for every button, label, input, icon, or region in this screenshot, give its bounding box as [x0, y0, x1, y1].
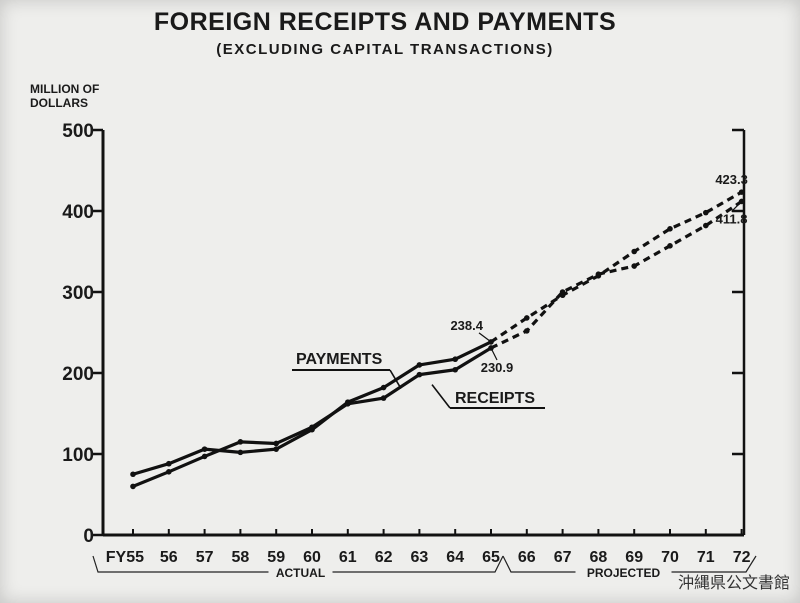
x-tick-label: 69 — [625, 549, 643, 566]
data-label-leader — [478, 332, 492, 343]
data-label: 423.3 — [715, 172, 748, 187]
x-tick-label: 68 — [590, 549, 608, 566]
payments-point — [703, 209, 709, 216]
y-ticks: 0 100 200 300 400 500 — [62, 121, 744, 547]
y-axis-label-line-1: MILLION OF — [30, 82, 99, 96]
y-tick-label: 400 — [62, 202, 94, 223]
x-tick-label: 72 — [733, 549, 751, 566]
payments-leader — [389, 369, 402, 389]
receipts-point — [667, 243, 673, 249]
x-tick-label: 59 — [267, 549, 285, 566]
y-tick-label: 0 — [83, 526, 94, 547]
data-label-leader — [490, 347, 498, 361]
y-tick-label: 300 — [62, 283, 94, 304]
receipts-point — [380, 395, 387, 401]
x-ticks: FY55 56 57 58 59 60 61 62 63 64 65 66 67 68 69 70 71 72 — [106, 529, 751, 566]
receipts-point — [130, 483, 136, 490]
series-labels: PAYMENTS RECEIPTS — [292, 351, 545, 409]
receipts-point — [703, 222, 709, 229]
x-tick-label: 71 — [697, 549, 715, 566]
payments-point — [738, 189, 745, 195]
x-tick-label: 60 — [303, 549, 321, 566]
x-tick-label: 70 — [661, 549, 679, 566]
chart-title: FOREIGN RECEIPTS AND PAYMENTS — [154, 8, 616, 36]
receipts-line-actual — [132, 346, 492, 488]
archive-watermark: 沖縄県公文書館 — [678, 573, 790, 592]
payments-point — [416, 362, 423, 368]
payments-point — [273, 446, 280, 452]
y-tick-label: 500 — [62, 121, 94, 142]
payments-point — [380, 384, 387, 391]
data-label-leader — [731, 201, 743, 212]
projected-label: PROJECTED — [587, 566, 661, 580]
data-labels: 238.4 230.9 423.3 411.8 — [450, 172, 747, 375]
receipts-series-label: RECEIPTS — [455, 390, 535, 407]
payments-line-projected — [490, 190, 743, 344]
x-tick-label: 58 — [232, 549, 250, 566]
receipts-point — [416, 371, 423, 378]
data-label: 238.4 — [450, 318, 483, 333]
payments-series-label: PAYMENTS — [296, 351, 383, 368]
receipts-point — [345, 400, 351, 407]
y-axis-label-line-2: DOLLARS — [30, 96, 88, 110]
payments-point — [452, 356, 459, 363]
payments-point — [237, 449, 244, 456]
series-lines — [132, 190, 743, 488]
receipts-point — [524, 328, 530, 334]
actual-label: ACTUAL — [276, 566, 325, 580]
payments-point — [201, 446, 208, 452]
data-label: 411.8 — [716, 211, 748, 226]
period-brackets: ACTUAL PROJECTED — [92, 555, 757, 580]
x-tick-label: 61 — [339, 549, 357, 566]
receipts-leader — [431, 384, 451, 409]
x-tick-label: 57 — [196, 549, 214, 566]
chart-subtitle: (EXCLUDING CAPITAL TRANSACTIONS) — [216, 41, 553, 58]
receipts-line-projected — [490, 200, 743, 350]
receipts-point — [595, 271, 602, 277]
receipts-point — [559, 289, 566, 295]
axes — [101, 130, 746, 537]
x-tick-label: 67 — [554, 549, 572, 566]
payments-point — [667, 226, 673, 232]
payments-point — [130, 471, 136, 478]
x-tick-label: 65 — [482, 549, 500, 566]
receipts-point — [237, 439, 244, 445]
series-points — [130, 189, 745, 490]
payments-point — [631, 248, 637, 255]
x-tick-label: 63 — [411, 549, 429, 566]
receipts-point — [452, 366, 459, 373]
receipts-point — [309, 424, 315, 431]
receipts-point — [201, 453, 208, 460]
x-tick-label: 56 — [160, 549, 178, 566]
payments-point — [166, 460, 172, 467]
payments-point — [524, 315, 530, 321]
receipts-point — [273, 440, 280, 447]
actual-label-bg — [268, 565, 333, 579]
projected-label-bg — [575, 565, 672, 579]
data-label: 230.9 — [481, 360, 514, 375]
receipts-point — [631, 263, 637, 269]
receipts-point — [166, 469, 172, 475]
y-tick-label: 100 — [62, 445, 94, 466]
x-tick-label: 64 — [446, 549, 464, 566]
x-tick-label: FY55 — [106, 549, 144, 566]
x-tick-label: 62 — [375, 549, 393, 566]
y-tick-label: 200 — [62, 364, 94, 385]
x-tick-label: 66 — [518, 549, 536, 566]
